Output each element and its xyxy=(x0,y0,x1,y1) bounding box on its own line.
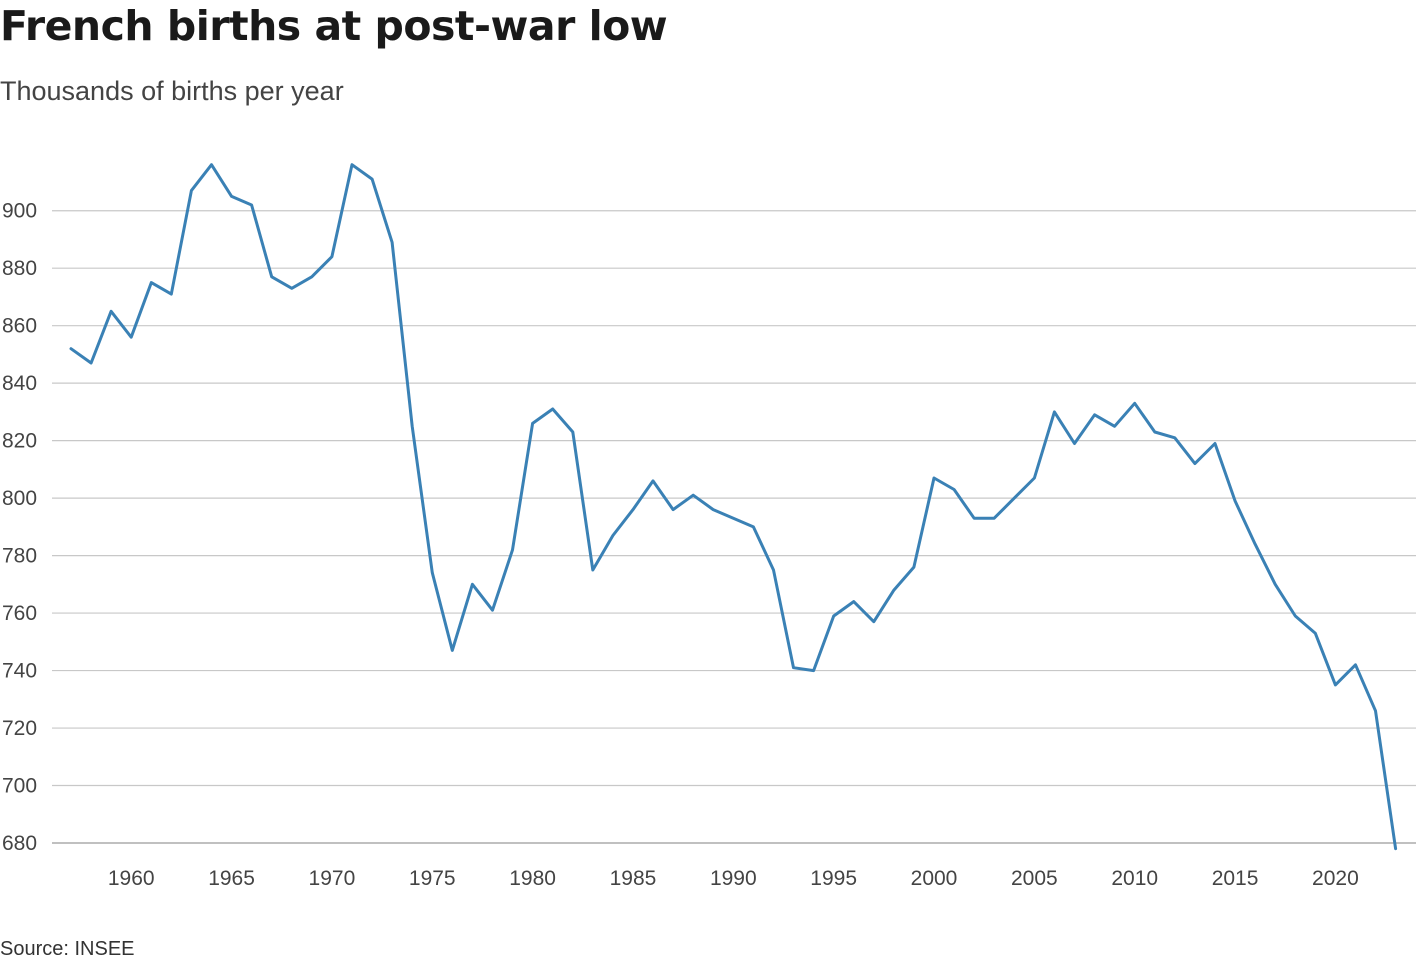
x-axis-labels: 1960 1965 1970 1975 1980 1985 1990 1995 2000 2005… xyxy=(108,867,1359,890)
y-tick-label: 740 xyxy=(2,660,37,683)
x-tick-label: 2010 xyxy=(1111,867,1158,890)
chart-subtitle: Thousands of births per year xyxy=(0,76,344,106)
y-tick-label: 760 xyxy=(2,602,37,625)
x-tick-label: 1970 xyxy=(309,867,356,890)
x-tick-label: 2000 xyxy=(911,867,958,890)
y-tick-label: 840 xyxy=(2,372,37,395)
y-tick-label: 880 xyxy=(2,257,37,280)
x-tick-label: 1965 xyxy=(208,867,255,890)
series-line xyxy=(69,163,1398,851)
x-tick-label: 1995 xyxy=(810,867,857,890)
x-tick-label: 2020 xyxy=(1312,867,1359,890)
y-tick-label: 900 xyxy=(2,200,37,223)
x-tick-label: 1985 xyxy=(610,867,657,890)
x-tick-label: 1975 xyxy=(409,867,456,890)
x-tick-label: 1990 xyxy=(710,867,757,890)
y-grid xyxy=(52,210,1416,844)
y-tick-label: 700 xyxy=(2,775,37,798)
y-tick-label: 860 xyxy=(2,315,37,338)
y-tick-label: 720 xyxy=(2,717,37,740)
chart-title: French births at post-war low xyxy=(0,2,668,50)
x-tick-label: 1960 xyxy=(108,867,155,890)
x-tick-label: 1980 xyxy=(509,867,556,890)
x-tick-label: 2015 xyxy=(1212,867,1259,890)
y-axis-labels: 680 700 720 740 760 780 800 820 840 860 880 900 xyxy=(2,200,37,855)
y-tick-label: 780 xyxy=(2,545,37,568)
y-tick-label: 820 xyxy=(2,430,37,453)
x-tick-label: 2005 xyxy=(1011,867,1058,890)
source-note: Source: INSEE xyxy=(0,938,135,960)
y-tick-label: 800 xyxy=(2,487,37,510)
y-tick-label: 680 xyxy=(2,832,37,855)
line-chart: 680 700 720 740 760 780 800 820 840 860 880 900 196… xyxy=(2,163,1416,890)
